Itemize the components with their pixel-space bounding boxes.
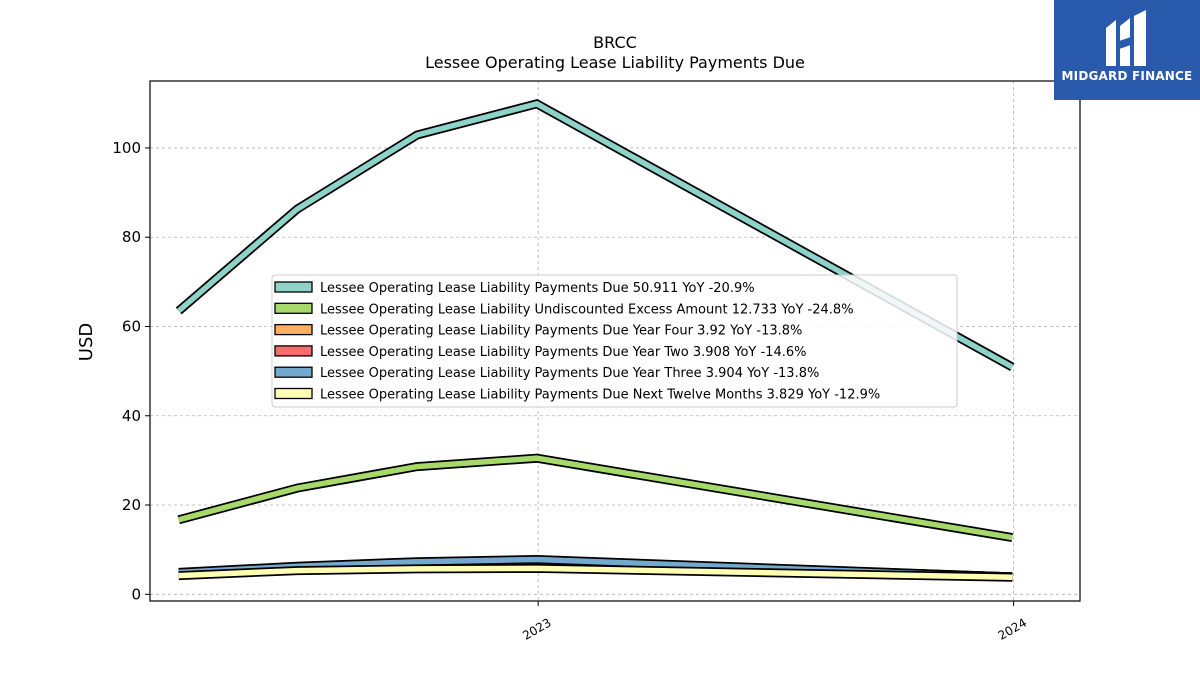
y-axis: 0 20 40 60 80 100 (112, 139, 150, 603)
series-line-5 (178, 565, 1013, 581)
y-tick-label: 20 (122, 496, 141, 514)
legend-swatch (274, 281, 313, 293)
series-line-1 (177, 455, 1013, 541)
legend-entry: Lessee Operating Lease Liability Payment… (320, 281, 755, 296)
legend-entry: Lessee Operating Lease Liability Payment… (320, 345, 806, 360)
legend-entry: Lessee Operating Lease Liability Payment… (320, 366, 819, 381)
brand-logo-icon (1106, 10, 1146, 66)
x-tick-label: 2024 (996, 615, 1029, 642)
y-tick-label: 60 (122, 317, 141, 335)
legend-box (271, 274, 958, 408)
y-axis-label: USD (76, 323, 97, 361)
legend-swatch (274, 302, 313, 314)
legend-entry: Lessee Operating Lease Liability Undisco… (320, 302, 854, 317)
legend-swatch (274, 387, 313, 400)
plot-frame (149, 80, 1081, 602)
legend-entry: Lessee Operating Lease Liability Payment… (320, 324, 802, 339)
y-tick-label: 40 (122, 407, 141, 425)
legend-swatch (274, 345, 313, 357)
legend-swatch (274, 366, 313, 378)
brand-logo: MIDGARD FINANCE (1054, 0, 1200, 100)
chart-subtitle: Lessee Operating Lease Liability Payment… (425, 53, 805, 72)
brand-name: MIDGARD FINANCE (1061, 69, 1193, 83)
legend-entry: Lessee Operating Lease Liability Payment… (320, 388, 880, 403)
y-tick-label: 100 (112, 139, 141, 157)
legend: Lessee Operating Lease Liability Payment… (271, 274, 958, 408)
y-tick-label: 80 (122, 228, 141, 246)
series-lines (175, 98, 1015, 582)
series-line-0 (176, 100, 1014, 370)
x-tick-label: 2023 (520, 615, 553, 642)
x-axis: 2023 2024 (520, 601, 1029, 643)
chart-title: BRCC (593, 33, 637, 52)
legend-swatch (274, 323, 313, 336)
y-tick-label: 0 (131, 585, 141, 603)
